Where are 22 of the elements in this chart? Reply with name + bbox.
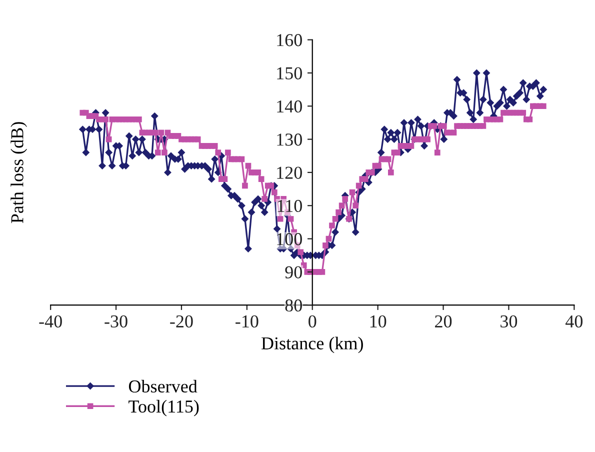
y-tick-label: 120 [277, 166, 302, 179]
y-tick-label: 140 [277, 100, 302, 113]
x-tick-label: -30 [104, 315, 128, 328]
y-tick-label: 130 [277, 134, 302, 146]
x-tick-label: -20 [170, 315, 193, 328]
x-tick-label: 20 [435, 315, 452, 328]
y-tick-label: 150 [277, 67, 302, 80]
legend-label: Tool(115) [128, 400, 199, 416]
y-tick-label: 80 [285, 299, 302, 312]
y-tick-label: 100 [277, 233, 302, 246]
x-tick-label: 40 [566, 315, 583, 328]
x-tick-label: 10 [370, 315, 386, 328]
x-tick-label: -10 [236, 315, 258, 328]
x-tick-label: -40 [39, 315, 62, 328]
x-tick-label: 30 [500, 315, 518, 328]
x-tick-label: 0 [308, 315, 316, 328]
legend-label: Observed [128, 380, 198, 393]
y-axis-title: Path loss (dB) [10, 122, 28, 224]
x-axis-title: Distance (km) [262, 336, 363, 354]
y-tick-label: 110 [278, 200, 302, 212]
y-tick-label: 160 [277, 34, 302, 46]
y-tick-label: 90 [285, 266, 302, 278]
